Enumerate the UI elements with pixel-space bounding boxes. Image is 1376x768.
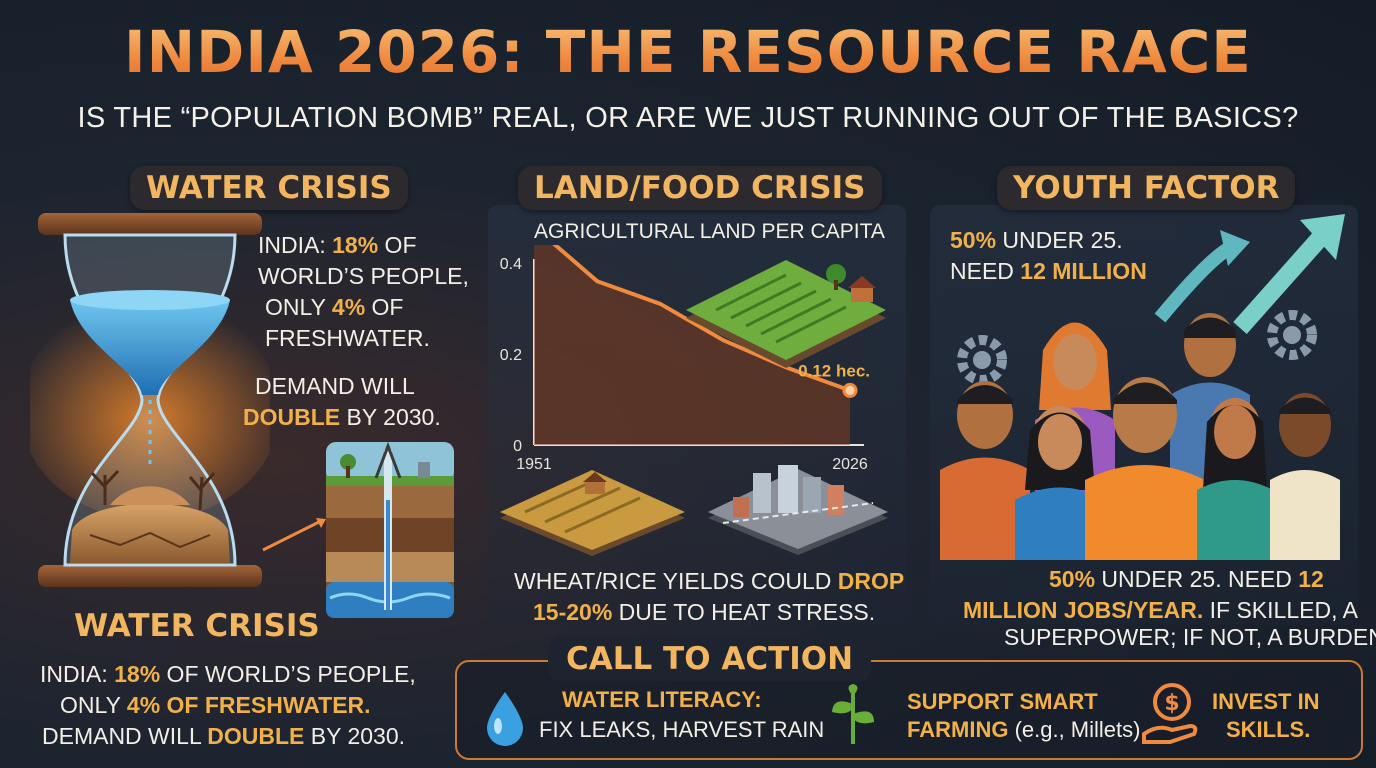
- water-stat-line3: ONLY 4% OF: [265, 294, 404, 320]
- chart-area-fill: [534, 245, 850, 445]
- farm-plot-icon: [676, 258, 896, 373]
- water-stat-line4: FRESHWATER.: [265, 325, 430, 351]
- water-stat-line1: INDIA: 18% OF: [258, 232, 417, 258]
- water-drop-icon: [485, 690, 525, 746]
- cta-item3-title2: SKILLS.: [1226, 717, 1311, 742]
- youth-top-line2: NEED 12 MILLION: [950, 258, 1147, 284]
- sprout-icon: [828, 684, 878, 746]
- water-lower-line2: ONLY 4% OF FRESHWATER.: [60, 692, 371, 718]
- water-demand-line1: DEMAND WILL: [255, 373, 415, 399]
- water-heading: WATER CRISIS: [130, 166, 408, 210]
- page-subtitle: IS THE “POPULATION BOMB” REAL, OR ARE WE…: [77, 102, 1299, 134]
- cta-item3-title: INVEST IN: [1212, 689, 1320, 714]
- hourglass-icon: [20, 205, 280, 600]
- land-heading: LAND/FOOD CRISIS: [518, 166, 882, 210]
- svg-text:$: $: [1164, 691, 1179, 716]
- crop-field-icon: [495, 468, 690, 558]
- city-icon: [703, 463, 893, 558]
- chart-title: AGRICULTURAL LAND PER CAPITA: [534, 220, 885, 243]
- chart-y-tick-label: 0.4: [500, 256, 522, 273]
- chart-annotation-end: 0.12 hec.: [798, 361, 870, 380]
- cta-item1-text: FIX LEAKS, HARVEST RAIN: [539, 717, 825, 742]
- chart-y-tick-label: 0: [513, 438, 522, 455]
- chart-series-line: [552, 245, 851, 393]
- chart-x-tick-label: 2026: [832, 456, 868, 473]
- water-demand-line2: DOUBLE BY 2030.: [243, 404, 441, 430]
- yield-line2: 15-20% DUE TO HEAT STRESS.: [533, 599, 876, 625]
- yield-line1: WHEAT/RICE YIELDS COULD DROP: [514, 568, 905, 594]
- gear-icon: [1262, 305, 1322, 365]
- youth-group-illustration: [935, 300, 1355, 560]
- youth-bottom-line3: SUPERPOWER; IF NOT, A BURDEN.: [1004, 624, 1376, 650]
- youth-bottom-line1: 50% UNDER 25. NEED 12: [1049, 566, 1324, 592]
- water-lower-heading: WATER CRISIS: [74, 608, 320, 644]
- youth-top-line1: 50% UNDER 25.: [950, 227, 1123, 253]
- gear-icon: [952, 330, 1012, 390]
- youth-bottom-line2: MILLION JOBS/YEAR. IF SKILLED, A: [963, 597, 1358, 623]
- water-stat-line2: WORLD’S PEOPLE,: [258, 263, 469, 289]
- chart-x-tick-label: 1951: [516, 456, 552, 473]
- water-lower-line3: DEMAND WILL DOUBLE BY 2030.: [42, 723, 406, 749]
- cta-item2-title: SUPPORT SMART: [907, 689, 1098, 714]
- borewell-icon: [258, 440, 458, 620]
- youth-heading: YOUTH FACTOR: [997, 166, 1296, 210]
- cta-heading: CALL TO ACTION: [548, 637, 872, 681]
- growth-arrow-icon: [1150, 208, 1350, 338]
- chart-point-end: [842, 382, 858, 398]
- cta-item1-title: WATER LITERACY:: [562, 687, 762, 712]
- chart-y-tick-label: 0.2: [500, 347, 522, 364]
- water-lower-line1: INDIA: 18% OF WORLD’S PEOPLE,: [40, 661, 416, 687]
- page-title: INDIA 2026: THE RESOURCE RACE: [0, 18, 1376, 86]
- cta-item2-text: FARMING (e.g., Millets): [907, 717, 1141, 742]
- money-hand-icon: $: [1140, 680, 1204, 746]
